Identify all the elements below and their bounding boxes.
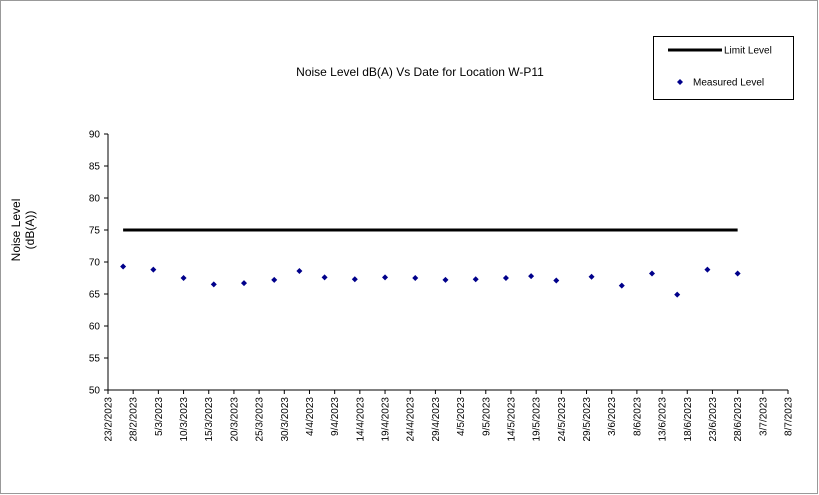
- x-tick-label: 28/2/2023: [129, 397, 140, 442]
- y-axis-label: Noise Level (dB(A)): [9, 199, 37, 262]
- x-tick-label: 24/4/2023: [406, 397, 417, 442]
- data-point: [442, 276, 449, 283]
- y-tick-label: 80: [89, 194, 101, 205]
- x-tick-label: 8/6/2023: [632, 397, 643, 436]
- data-point: [271, 276, 278, 283]
- x-tick-label: 14/4/2023: [355, 397, 366, 442]
- data-point: [120, 263, 127, 270]
- chart-title: Noise Level dB(A) Vs Date for Location W…: [296, 65, 544, 79]
- x-tick-label: 4/4/2023: [305, 397, 316, 436]
- data-point: [150, 266, 157, 273]
- x-tick-label: 8/7/2023: [784, 397, 795, 436]
- data-point: [351, 276, 358, 283]
- x-tick-label: 20/3/2023: [229, 397, 240, 442]
- x-tick-label: 25/3/2023: [255, 397, 266, 442]
- y-tick-label: 85: [89, 162, 101, 173]
- data-point: [704, 266, 711, 273]
- x-tick-label: 5/3/2023: [154, 397, 165, 436]
- x-tick-label: 14/5/2023: [506, 397, 517, 442]
- data-point: [528, 273, 535, 280]
- x-tick-label: 15/3/2023: [204, 397, 215, 442]
- y-tick-label: 50: [89, 386, 101, 397]
- y-tick-label: 55: [89, 354, 101, 365]
- data-point: [734, 270, 741, 277]
- data-point: [472, 276, 479, 283]
- x-tick-label: 10/3/2023: [179, 397, 190, 442]
- x-tick-label: 13/6/2023: [658, 397, 669, 442]
- x-tick-label: 24/5/2023: [557, 397, 568, 442]
- y-tick-label: 60: [89, 322, 101, 333]
- x-tick-label: 18/6/2023: [683, 397, 694, 442]
- legend-label: Measured Level: [693, 78, 764, 89]
- data-point: [649, 270, 655, 277]
- data-point: [588, 273, 595, 280]
- x-tick-label: 19/5/2023: [532, 397, 543, 442]
- x-tick-label: 29/4/2023: [431, 397, 442, 442]
- x-tick-label: 3/7/2023: [758, 397, 769, 436]
- x-tick-label: 23/2/2023: [104, 397, 115, 442]
- data-point: [553, 277, 560, 284]
- legend-item: Limit Level: [668, 46, 772, 57]
- data-point: [241, 280, 247, 287]
- y-label-line: Noise Level: [9, 199, 23, 262]
- data-point: [321, 274, 328, 281]
- x-tick-label: 3/6/2023: [607, 397, 618, 436]
- legend-item: Measured Level: [677, 78, 764, 89]
- y-label-line: (dB(A)): [23, 211, 37, 250]
- x-tick-label: 30/3/2023: [280, 397, 291, 442]
- legend-label: Limit Level: [724, 46, 772, 57]
- data-point: [382, 274, 389, 281]
- data-point: [618, 282, 625, 289]
- x-tick-label: 29/5/2023: [582, 397, 593, 442]
- y-tick-label: 75: [89, 226, 101, 237]
- data-point: [180, 275, 187, 281]
- data-point: [210, 281, 217, 288]
- data-point: [502, 275, 509, 281]
- data-point: [296, 267, 303, 274]
- y-tick-label: 65: [89, 290, 101, 301]
- data-point: [674, 291, 681, 298]
- x-tick-label: 23/6/2023: [708, 397, 719, 442]
- legend-box: [653, 36, 794, 100]
- x-tick-label: 19/4/2023: [381, 397, 392, 442]
- y-tick-label: 90: [89, 130, 101, 141]
- x-tick-label: 4/5/2023: [456, 397, 467, 436]
- y-tick-label: 70: [89, 258, 101, 269]
- x-tick-label: 28/6/2023: [733, 397, 744, 442]
- x-tick-label: 9/4/2023: [330, 397, 341, 436]
- x-tick-label: 9/5/2023: [481, 397, 492, 436]
- legend-swatch: [677, 79, 683, 85]
- data-point: [412, 275, 419, 281]
